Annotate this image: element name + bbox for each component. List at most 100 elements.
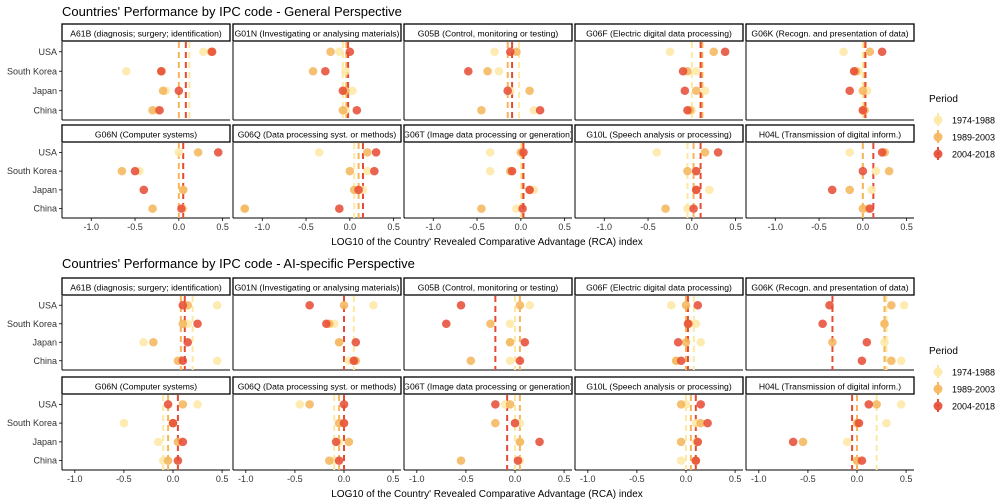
data-point [491, 400, 500, 409]
data-point [512, 47, 521, 57]
legend-label: 2004-2018 [952, 150, 995, 160]
legend-marker [933, 401, 943, 411]
facet-strip-label: A61B (diagnosis; surgery; identification… [70, 283, 222, 293]
data-point [676, 437, 686, 447]
data-point [505, 337, 515, 347]
data-point [348, 86, 357, 96]
data-point [713, 148, 723, 157]
facet-strip-label: G06N (Computer systems) [95, 382, 197, 392]
x-tick-label: -0.5 [811, 222, 827, 232]
data-point [334, 456, 344, 465]
data-point [371, 148, 381, 157]
facet-panel: G06T (Image data processing or generatio… [403, 124, 573, 232]
data-point [515, 437, 525, 447]
data-point [193, 400, 202, 409]
data-point [693, 300, 703, 310]
y-tick-label: South Korea [7, 166, 57, 176]
data-point [849, 66, 859, 76]
data-point [345, 47, 355, 57]
data-point [163, 400, 173, 409]
legend-title: Period [929, 346, 958, 357]
facet-strip-label: G06F (Electric digital data processing) [586, 283, 732, 293]
chart-title: Countries' Performance by IPC code - Gen… [62, 4, 402, 19]
legend-title: Period [929, 94, 958, 105]
x-tick-label: 0.5 [729, 474, 742, 484]
facet-strip [574, 277, 744, 296]
x-tick-label: 0.5 [387, 474, 400, 484]
legend-marker [933, 367, 943, 377]
data-point [491, 418, 500, 428]
x-tick-label: -0.5 [287, 474, 303, 484]
data-point [456, 300, 466, 310]
data-point [178, 185, 188, 195]
facet-strip-label: G05B (Control, monitoring or testing) [418, 29, 559, 39]
data-point [680, 86, 690, 96]
data-point [339, 400, 349, 409]
data-point [486, 319, 495, 329]
x-tick-label: 0.0 [509, 474, 522, 484]
y-tick-label: South Korea [7, 418, 57, 428]
data-point [691, 66, 701, 76]
data-point [148, 105, 157, 115]
data-point [173, 456, 183, 465]
data-point [456, 456, 466, 465]
data-point [858, 204, 868, 213]
x-tick-label: -1.0 [597, 222, 613, 232]
data-point [696, 418, 706, 428]
x-tick-label: 0.5 [216, 222, 229, 232]
data-point [212, 356, 222, 366]
facet-panel: G05B (Control, monitoring or testing) [403, 23, 573, 121]
data-point [683, 166, 692, 176]
data-point [351, 337, 361, 347]
facet-panel: G05B (Control, monitoring or testing) [403, 277, 573, 371]
y-tick-label: China [33, 105, 57, 115]
data-point [877, 148, 887, 157]
facet-panel: G06T (Image data processing or generatio… [403, 376, 573, 484]
data-point [696, 337, 706, 347]
data-point [865, 47, 875, 57]
data-point [681, 300, 691, 310]
data-point [213, 148, 223, 157]
facet-strip [403, 277, 573, 296]
y-tick-label: Japan [32, 337, 57, 347]
facet-panel: G06K (Recogn. and presentation of data) [745, 277, 915, 371]
data-point [193, 148, 203, 157]
data-point [798, 437, 808, 447]
data-point [295, 400, 305, 409]
data-point [871, 166, 881, 176]
facet-strip-label: A61B (diagnosis; surgery; identification… [70, 29, 222, 39]
data-point [884, 166, 894, 176]
facet-panel: G06N (Computer systems) USA South Korea Jap… [7, 376, 231, 484]
data-point [676, 456, 686, 465]
data-point [845, 148, 855, 157]
x-tick-label: -1.0 [84, 222, 100, 232]
facet-strip [574, 23, 744, 42]
ai-specific-perspective-chart: Countries' Performance by IPC code - AI-… [7, 256, 995, 500]
data-point [827, 185, 837, 195]
data-point [665, 47, 675, 57]
x-tick-label: -1.0 [409, 474, 425, 484]
data-point [705, 185, 714, 195]
facet-strip [232, 23, 402, 42]
y-tick-label: USA [38, 300, 57, 310]
general-perspective-chart: Countries' Performance by IPC code - Gen… [7, 4, 995, 248]
legend-marker [933, 149, 943, 159]
x-tick-label: -0.5 [640, 222, 656, 232]
data-point [683, 319, 693, 329]
facet-strip-label: G10L (Speech analysis or processing) [586, 130, 732, 140]
data-point [193, 319, 202, 329]
data-point [354, 185, 363, 195]
facet-panel: A61B (diagnosis; surgery; identification… [7, 23, 231, 121]
y-tick-label: USA [38, 47, 57, 57]
y-tick-label: China [33, 356, 57, 366]
facet-strip-label: G06N (Computer systems) [95, 130, 197, 140]
data-point [207, 47, 217, 57]
data-point [691, 456, 701, 465]
data-point [199, 47, 208, 57]
facet-panel: G06F (Electric digital data processing) [574, 23, 744, 121]
facet-strip [745, 277, 915, 296]
legend: Period 1974-1988 1989-2003 2004-2018 [929, 94, 995, 161]
data-point [515, 300, 525, 310]
x-tick-label: -1.0 [580, 474, 596, 484]
